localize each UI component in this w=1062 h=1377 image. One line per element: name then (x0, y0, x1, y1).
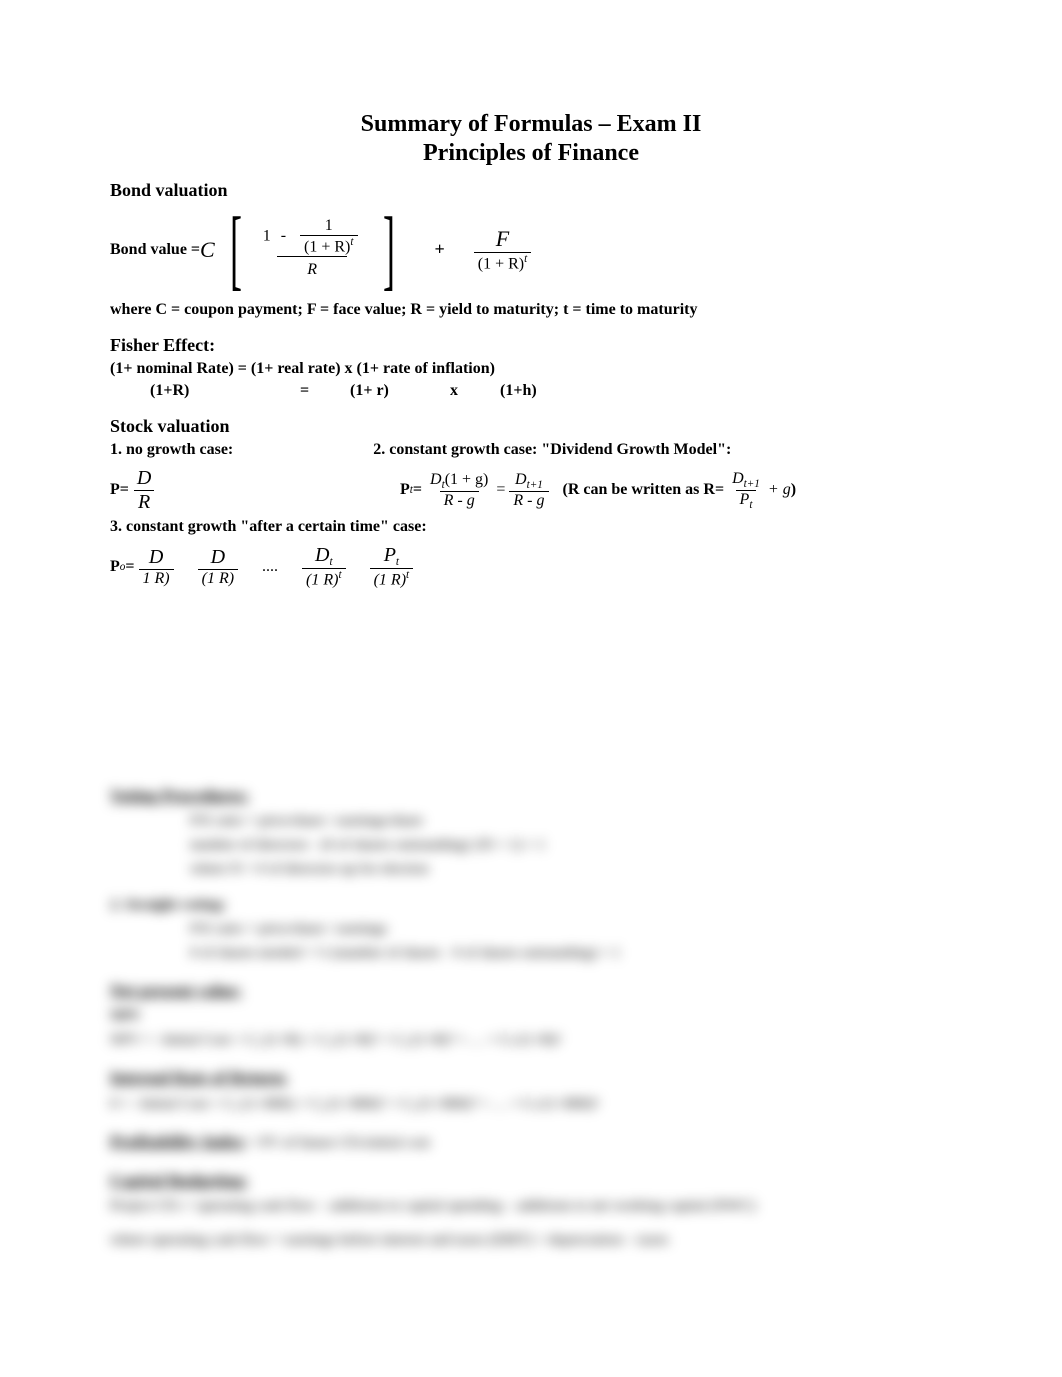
inner-den: (1 + R)t (300, 235, 357, 256)
upper-den: R (277, 256, 347, 283)
fv-den: (1 + R)t (474, 252, 531, 273)
stock-cases-row: 1. no growth case: 2. constant growth ca… (110, 441, 952, 459)
po-term1: D 1 R) (139, 546, 174, 588)
po-term-t: Dt (1 R)t (302, 544, 346, 590)
no-growth-formula: P= D R (110, 467, 370, 514)
fisher-line2: (1+R) = (1+ r) x (1+h) (110, 382, 952, 400)
bond-value-label: Bond value = (110, 241, 200, 259)
case1-label: 1. no growth case: (110, 441, 233, 459)
inner-frac: 1 (1 + R)t (300, 217, 357, 256)
po-term-pt: Pt (1 R)t (370, 544, 414, 590)
plus-sign: + (434, 239, 444, 260)
face-value-frac: F (1 + R)t (474, 226, 531, 273)
fisher-header: Fisher Effect: (110, 335, 952, 356)
title-line-1: Summary of Formulas – Exam II (110, 110, 952, 139)
d-over-r: D R (133, 467, 155, 514)
blurred-region: Voting Procedures: P/E ratio = price/sha… (110, 770, 952, 1264)
bracket-content: 1 - 1 (1 + R)t R (251, 209, 374, 291)
upper-frac: 1 - 1 (1 + R)t R (259, 217, 366, 283)
po-term2: D (1 R) (198, 546, 238, 588)
bond-C: C (200, 237, 215, 263)
dgm-frac1: Dt(1 + g) R - g (426, 471, 492, 510)
r-note-frac: Dt+1 Pt (728, 470, 764, 511)
title-line-2: Principles of Finance (110, 139, 952, 168)
case2-label: 2. constant growth case: "Dividend Growt… (373, 441, 731, 459)
page-title: Summary of Formulas – Exam II Principles… (110, 110, 952, 168)
bond-where: where C = coupon payment; F = face value… (110, 301, 952, 319)
stock-formula-row1: P= D R Pt = Dt(1 + g) R - g = Dt+1 R - g… (110, 467, 952, 514)
bracket-left-icon: [ (230, 209, 242, 291)
upper-num: 1 - 1 (1 + R)t (259, 217, 366, 256)
bond-valuation-header: Bond valuation (110, 180, 952, 201)
bracket-group: [ 1 - 1 (1 + R)t R ] (221, 209, 404, 291)
stock-header: Stock valuation (110, 416, 952, 437)
bond-value-formula: Bond value = C [ 1 - 1 (1 + R)t R ] + (110, 209, 952, 291)
fisher-line1: (1+ nominal Rate) = (1+ real rate) x (1+… (110, 360, 952, 378)
dgm-frac2: Dt+1 R - g (509, 471, 548, 510)
case3-label: 3. constant growth "after a certain time… (110, 518, 952, 536)
constant-growth-formula: Pt = Dt(1 + g) R - g = Dt+1 R - g (R can… (400, 470, 796, 511)
bracket-right-icon: ] (382, 209, 394, 291)
case3-formula: Po = D 1 R) D (1 R) .... Dt (1 R)t Pt (1… (110, 544, 952, 590)
